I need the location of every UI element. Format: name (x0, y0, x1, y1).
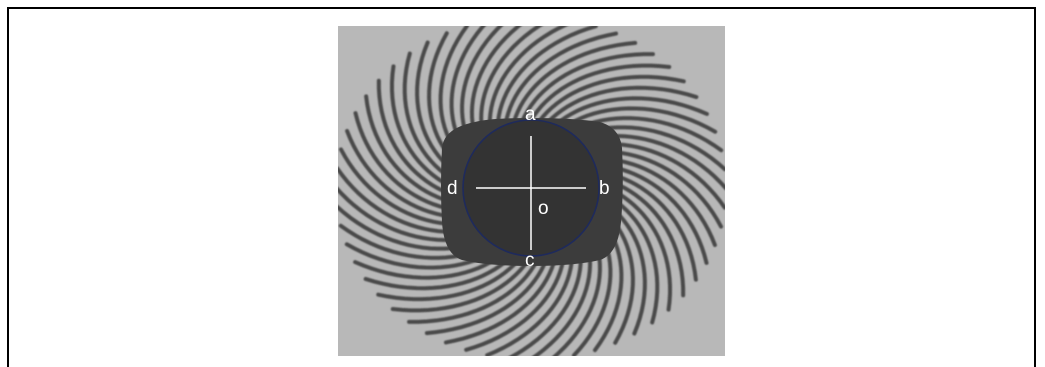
spoke (535, 85, 699, 138)
spoke (509, 40, 638, 141)
label-o: o (538, 198, 549, 219)
label-a: a (525, 104, 536, 125)
label-d: d (447, 178, 458, 199)
spoke (515, 52, 655, 139)
label-b: b (599, 178, 610, 199)
spiral-figure: a b c d o (338, 26, 725, 356)
figure-frame (7, 7, 1036, 367)
spiral-diagram: a b c d o (338, 26, 725, 356)
spoke (529, 74, 686, 138)
spoke (522, 63, 672, 138)
label-c: c (525, 250, 535, 271)
